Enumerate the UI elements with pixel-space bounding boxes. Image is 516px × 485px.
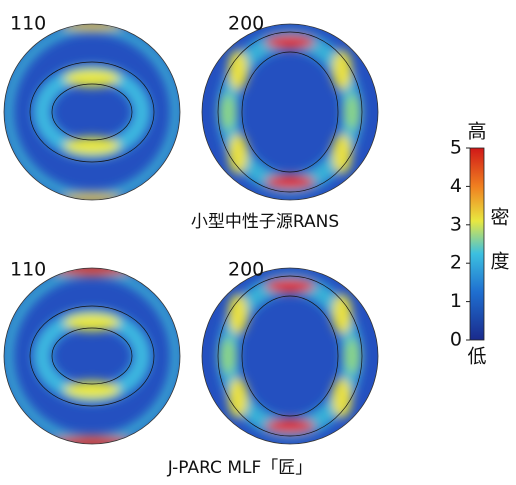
tick-label: 3 [450, 213, 462, 235]
intensity [218, 30, 362, 194]
pole-outline [201, 267, 379, 445]
blob [228, 294, 248, 334]
blob [64, 313, 120, 331]
colorbar-bottom-label: 低 [467, 346, 486, 368]
blob [332, 50, 352, 90]
blob [265, 175, 315, 189]
blob [52, 268, 132, 276]
blob [344, 94, 360, 130]
blob [228, 378, 248, 418]
pole-figure [202, 24, 378, 200]
blob [332, 134, 352, 174]
contour [51, 327, 133, 385]
blob [220, 94, 236, 130]
blob [220, 338, 236, 374]
blob [265, 35, 315, 49]
pole-figure [4, 268, 180, 444]
pole-outline [201, 23, 379, 201]
pole-figure [202, 268, 378, 444]
panel-label: 200 [228, 259, 264, 281]
blob [265, 419, 315, 433]
blob [64, 137, 120, 155]
contour [241, 295, 339, 417]
contour [51, 83, 133, 141]
blob [64, 69, 120, 87]
caption: J-PARC MLF「匠」 [167, 458, 313, 478]
contour [217, 31, 363, 193]
blob [228, 134, 248, 174]
colorbar-ticks: 0 1 2 3 4 5 [450, 137, 470, 351]
colorbar-side-label: 度 [490, 251, 509, 273]
panel-label: 200 [228, 13, 264, 35]
blob [228, 50, 248, 90]
pole-figure [4, 24, 180, 200]
contour [241, 51, 339, 173]
blob [62, 193, 122, 200]
pole-outline [3, 267, 181, 445]
panel-label: 110 [10, 259, 46, 281]
tick-label: 4 [450, 175, 462, 197]
contour [217, 275, 363, 437]
contour [29, 61, 155, 163]
tick-label: 1 [450, 290, 462, 312]
blob [62, 24, 122, 31]
pole-base [4, 24, 180, 200]
blob [64, 381, 120, 399]
tick-label: 0 [450, 329, 462, 351]
intensity [4, 24, 180, 200]
panel-label: 110 [10, 13, 46, 35]
blob [332, 378, 352, 418]
caption: 小型中性子源RANS [191, 212, 339, 232]
pole-base [4, 268, 180, 444]
colorbar-side-label: 密 [490, 207, 509, 229]
pole-figures [3, 23, 379, 445]
colorbar [469, 147, 485, 341]
blob [344, 338, 360, 374]
intensity [218, 274, 362, 438]
blob [332, 294, 352, 334]
blob [265, 279, 315, 293]
intensity [4, 268, 180, 444]
contour [29, 305, 155, 407]
tick-label: 2 [450, 252, 462, 274]
tick-label: 5 [450, 137, 462, 159]
blob [52, 436, 132, 444]
colorbar-top-label: 高 [467, 121, 486, 143]
pole-outline [3, 23, 181, 201]
